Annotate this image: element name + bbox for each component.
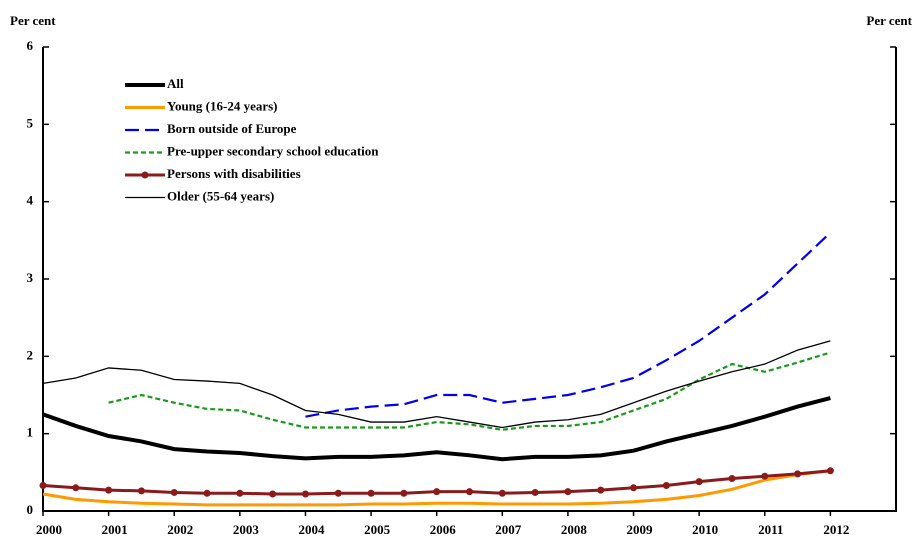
series-marker [105, 486, 113, 494]
y-tick-label: 4 [27, 193, 34, 208]
series-marker [695, 478, 703, 486]
legend-label: Young (16-24 years) [167, 98, 278, 113]
legend-label: All [167, 76, 184, 91]
x-tick-label: 2012 [823, 522, 849, 537]
x-tick-label: 2002 [167, 522, 193, 537]
series-line [305, 231, 832, 418]
series-marker [433, 488, 441, 496]
series-marker [400, 489, 408, 497]
y-tick-label: 5 [27, 115, 34, 130]
y-tick-label: 3 [27, 270, 34, 285]
series-marker [662, 481, 670, 489]
legend-label: Pre-upper secondary school education [167, 143, 379, 158]
series-marker [137, 487, 145, 495]
y-tick-label: 6 [27, 38, 34, 53]
x-tick-label: 2000 [36, 522, 62, 537]
series-marker [794, 470, 802, 478]
series-marker [203, 489, 211, 497]
y-tick-label: 1 [27, 425, 34, 440]
series-marker [39, 481, 47, 489]
series-marker [531, 488, 539, 496]
series-marker [728, 475, 736, 483]
series-line [108, 351, 831, 431]
x-tick-label: 2003 [233, 522, 260, 537]
axis-frame [42, 47, 897, 512]
series-marker [826, 467, 834, 475]
series-marker [236, 489, 244, 497]
series-marker [466, 488, 473, 496]
legend-label: Born outside of Europe [167, 121, 297, 136]
series-marker [72, 484, 80, 492]
x-tick-label: 2009 [627, 522, 654, 537]
series-marker [170, 488, 178, 496]
series-line [42, 396, 831, 462]
y-tick-label: 2 [27, 347, 34, 362]
y2-axis-label: Per cent [866, 13, 912, 28]
legend-marker [141, 171, 149, 179]
x-tick-label: 2001 [102, 522, 128, 537]
series-marker [498, 489, 506, 497]
x-tick-label: 2005 [364, 522, 391, 537]
series-marker [564, 488, 572, 496]
series-line [42, 469, 831, 507]
y-tick-label: 0 [27, 502, 34, 517]
series-marker [334, 489, 342, 497]
legend-label: Older (55-64 years) [167, 188, 274, 203]
legend-label: Persons with disabilities [167, 166, 301, 181]
x-tick-label: 2011 [758, 522, 783, 537]
x-tick-label: 2004 [298, 522, 325, 537]
x-tick-label: 2010 [692, 522, 718, 537]
x-tick-label: 2007 [495, 522, 522, 537]
series-marker [269, 490, 277, 498]
series-marker [597, 486, 605, 494]
series-marker [630, 484, 638, 492]
x-tick-label: 2008 [561, 522, 588, 537]
series-marker [301, 490, 309, 498]
series-line [42, 340, 831, 429]
series-marker [367, 489, 375, 497]
y-axis-label: Per cent [10, 13, 56, 28]
x-tick-label: 2006 [430, 522, 457, 537]
series-marker [761, 472, 769, 480]
